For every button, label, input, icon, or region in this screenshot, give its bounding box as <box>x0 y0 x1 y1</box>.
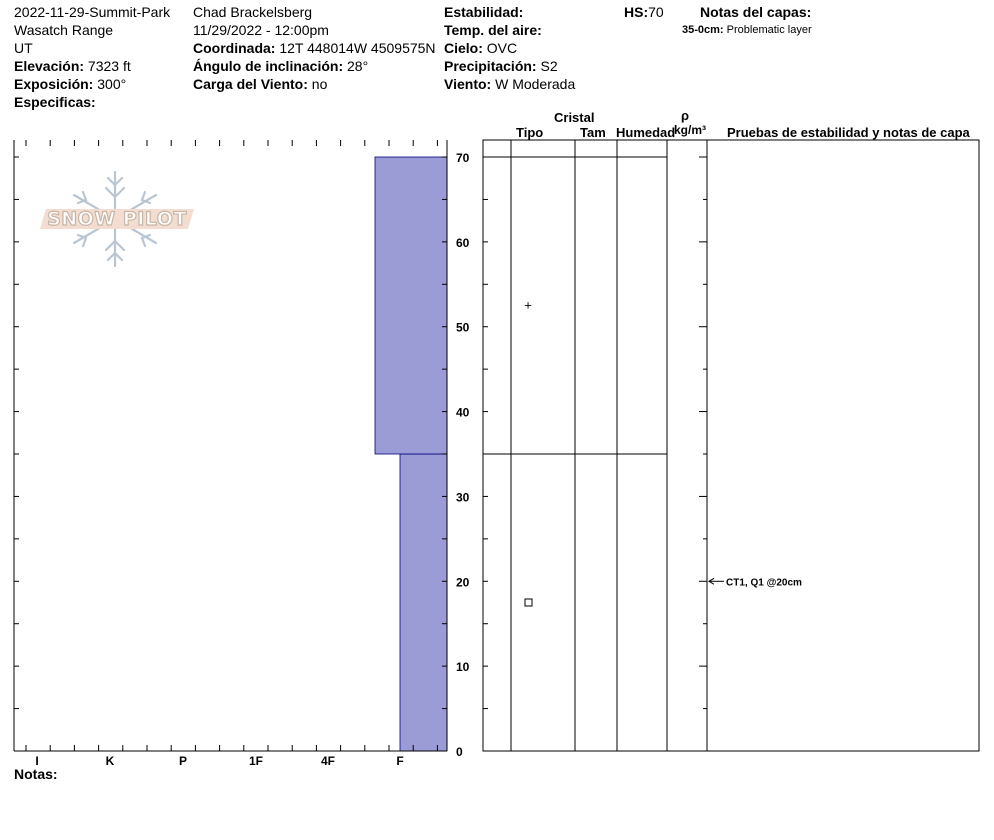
y-tick-label: 0 <box>456 745 463 759</box>
snowflake-icon <box>40 170 194 268</box>
layer-note-depth: 35-0cm: <box>682 24 724 36</box>
y-tick-label: 40 <box>456 406 470 420</box>
slope-angle-label: Ángulo de inclinación: <box>193 58 344 74</box>
wind-value: W Moderada <box>495 76 576 92</box>
x-category-label: K <box>106 754 115 768</box>
slope-angle-row: Ángulo de inclinación: 28° <box>193 57 368 75</box>
observation-datetime: 11/29/2022 - 12:00pm <box>193 22 329 38</box>
snowpilot-logo: SNOW PILOT <box>38 170 194 268</box>
wind-loading-label: Carga del Viento: <box>193 76 308 92</box>
snow-height-label: HS: <box>624 4 649 20</box>
site-name: 2022-11-29-Summit-Park <box>14 4 171 20</box>
slope-angle-value: 28° <box>347 58 369 74</box>
y-tick-label: 60 <box>456 236 470 250</box>
grain-type-header: Tipo <box>516 125 544 140</box>
density-unit-header: kg/m³ <box>674 123 707 137</box>
elevation-label: Elevación: <box>14 58 85 74</box>
precipitation-value: S2 <box>540 58 558 74</box>
layer-notes-label: Notas del capas: <box>700 4 812 20</box>
x-category-label: 4F <box>321 754 335 768</box>
test-arrow-icon <box>708 577 715 585</box>
aspect-value: 300° <box>97 76 127 92</box>
grain-type-square-icon <box>524 598 533 607</box>
coordinate-label: Coordinada: <box>193 40 276 56</box>
coordinate-row: Coordinada: 12T 448014W 4509575N <box>193 39 436 57</box>
hardness-bar-1 <box>374 156 448 455</box>
density-symbol-header: ρ <box>681 108 690 123</box>
aspect-label: Exposición: <box>14 76 94 92</box>
snow-height-row: HS:70 <box>624 3 664 21</box>
y-tick-label: 20 <box>456 575 470 589</box>
layer-note-text: Problematic layer <box>726 24 812 36</box>
hardness-bar-0 <box>399 453 448 752</box>
logo-text: SNOW PILOT <box>46 207 187 230</box>
grain-type-symbol: + <box>524 298 532 313</box>
stability-test-note: CT1, Q1 @20cm <box>726 577 802 588</box>
x-category-label: P <box>179 754 187 768</box>
moisture-header: Humedad <box>616 125 676 140</box>
y-tick-label: 70 <box>456 151 470 165</box>
table-frame <box>482 139 980 752</box>
state-name: UT <box>14 40 33 56</box>
aspect-row: Exposición: 300° <box>14 75 126 93</box>
crystal-header: Cristal <box>554 110 595 125</box>
grain-size-header: Tam <box>580 125 606 140</box>
wind-loading-value: no <box>311 76 328 92</box>
sky-value: OVC <box>486 40 518 56</box>
wind-label: Viento: <box>444 76 492 92</box>
y-tick-label: 10 <box>456 660 470 674</box>
air-temp-label: Temp. del aire: <box>444 22 542 38</box>
specifics-label: Especificas: <box>14 94 96 110</box>
snow-height-value: 70 <box>648 4 664 20</box>
wind-loading-row: Carga del Viento: no <box>193 75 327 93</box>
sky-row: Cielo: OVC <box>444 39 518 57</box>
layer-note: 35-0cm: Problematic layer <box>682 24 812 37</box>
x-category-label: F <box>396 754 403 768</box>
precipitation-label: Precipitación: <box>444 58 537 74</box>
y-tick-label: 30 <box>456 490 470 504</box>
y-tick-label: 50 <box>456 321 470 335</box>
precipitation-row: Precipitación: S2 <box>444 57 558 75</box>
elevation-value: 7323 ft <box>87 58 131 74</box>
wind-row: Viento: W Moderada <box>444 75 575 93</box>
range-name: Wasatch Range <box>14 22 114 38</box>
x-category-label: 1F <box>249 754 263 768</box>
notes-label: Notas: <box>14 766 58 782</box>
stability-label: Estabilidad: <box>444 4 524 20</box>
stability-tests-header: Pruebas de estabilidad y notas de capa <box>727 125 970 140</box>
coordinate-value: 12T 448014W 4509575N <box>279 40 436 56</box>
observer-name: Chad Brackelsberg <box>193 4 313 20</box>
elevation-row: Elevación: 7323 ft <box>14 57 131 75</box>
sky-label: Cielo: <box>444 40 483 56</box>
